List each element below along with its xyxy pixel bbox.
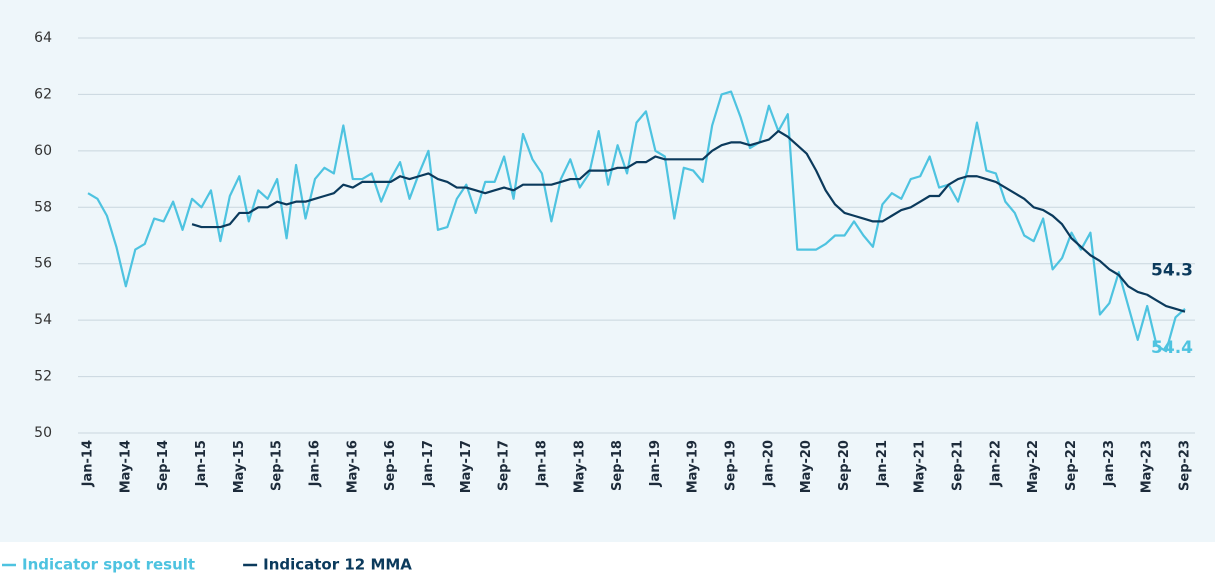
x-tick-label: Jan-15 bbox=[194, 440, 209, 487]
legend-label: Indicator 12 MMA bbox=[263, 556, 412, 574]
series-line bbox=[87, 90, 1186, 353]
x-tick-label: Jan-20 bbox=[761, 440, 776, 487]
y-tick-label: 60 bbox=[34, 143, 52, 159]
y-tick-label: 52 bbox=[34, 369, 52, 385]
x-tick-label: May-14 bbox=[118, 440, 133, 493]
end-value-label: 54.4 bbox=[1151, 338, 1193, 358]
x-tick-label: Sep-21 bbox=[951, 440, 966, 491]
x-tick-label: May-16 bbox=[345, 440, 360, 493]
x-tick-label: May-21 bbox=[913, 440, 928, 493]
x-tick-label: May-15 bbox=[232, 440, 247, 493]
x-tick-label: May-19 bbox=[686, 440, 701, 493]
legend-label: Indicator spot result bbox=[22, 556, 195, 574]
x-tick-label: Jan-16 bbox=[307, 440, 322, 487]
y-tick-label: 54 bbox=[34, 312, 52, 328]
x-tick-label: Jan-18 bbox=[534, 440, 549, 487]
x-tick-label: Sep-14 bbox=[156, 440, 171, 491]
x-tick-label: Sep-23 bbox=[1178, 440, 1193, 491]
y-tick-label: 50 bbox=[34, 425, 52, 441]
x-tick-label: May-22 bbox=[1026, 440, 1041, 493]
x-tick-label: May-17 bbox=[459, 440, 474, 493]
y-tick-label: 62 bbox=[34, 86, 52, 102]
x-tick-label: May-23 bbox=[1140, 440, 1155, 493]
y-tick-label: 56 bbox=[34, 256, 52, 272]
chart-background bbox=[0, 0, 1215, 542]
x-tick-label: Jan-21 bbox=[875, 440, 890, 487]
x-tick-label: Sep-15 bbox=[270, 440, 285, 491]
x-tick-label: Jan-19 bbox=[648, 440, 663, 487]
x-tick-label: Jan-22 bbox=[988, 440, 1003, 487]
x-tick-label: Jan-14 bbox=[81, 440, 96, 487]
x-tick-label: Jan-23 bbox=[1102, 440, 1117, 487]
y-tick-label: 64 bbox=[34, 30, 52, 46]
x-tick-label: Jan-17 bbox=[421, 440, 436, 487]
x-tick-label: Sep-18 bbox=[610, 440, 625, 491]
x-tick-label: Sep-22 bbox=[1064, 440, 1079, 491]
x-tick-label: Sep-16 bbox=[383, 440, 398, 491]
x-tick-label: Sep-17 bbox=[497, 440, 512, 491]
x-tick-label: Sep-20 bbox=[837, 440, 852, 491]
x-tick-label: May-18 bbox=[572, 440, 587, 493]
series-line bbox=[191, 130, 1186, 313]
x-tick-label: May-20 bbox=[799, 440, 814, 493]
end-value-label: 54.3 bbox=[1151, 261, 1193, 281]
y-tick-label: 58 bbox=[34, 199, 52, 215]
x-tick-label: Sep-19 bbox=[724, 440, 739, 491]
